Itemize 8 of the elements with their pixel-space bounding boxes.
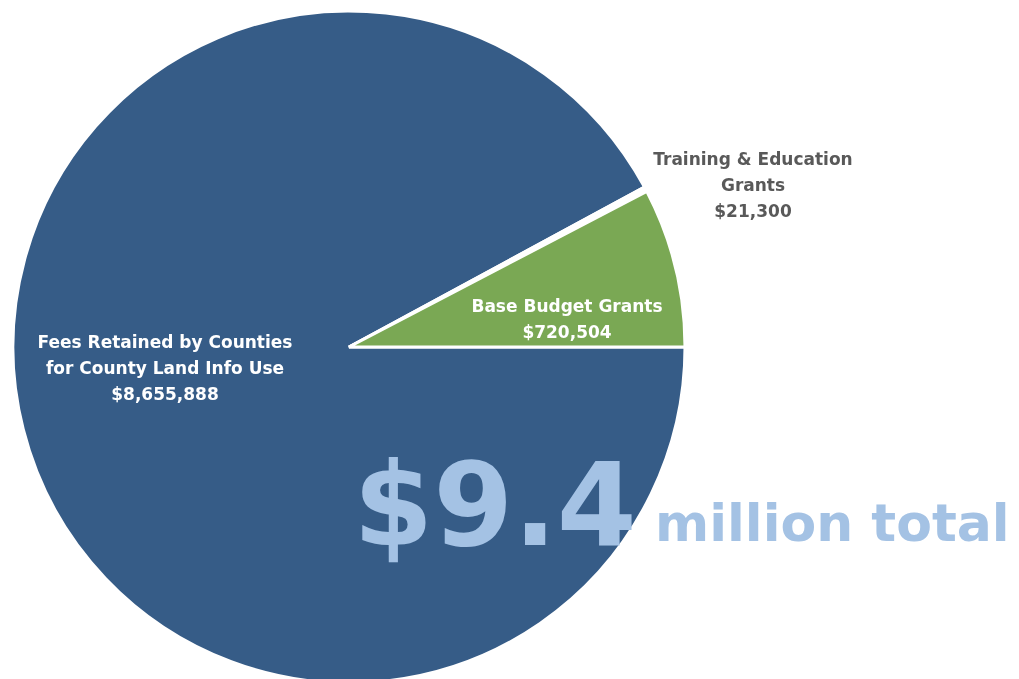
slice-label: Fees Retained by Counties for County Land Info Use (37, 332, 293, 378)
slice-label: Training & Education Grants (653, 149, 853, 195)
text: $9.4 (353, 438, 637, 572)
data-label: $21,300 (714, 201, 792, 221)
slice-label: Base Budget Grants (471, 296, 663, 316)
data-label: $8,655,888 (111, 384, 219, 404)
text: million total (655, 493, 1010, 553)
data-label: $720,504 (522, 322, 612, 342)
